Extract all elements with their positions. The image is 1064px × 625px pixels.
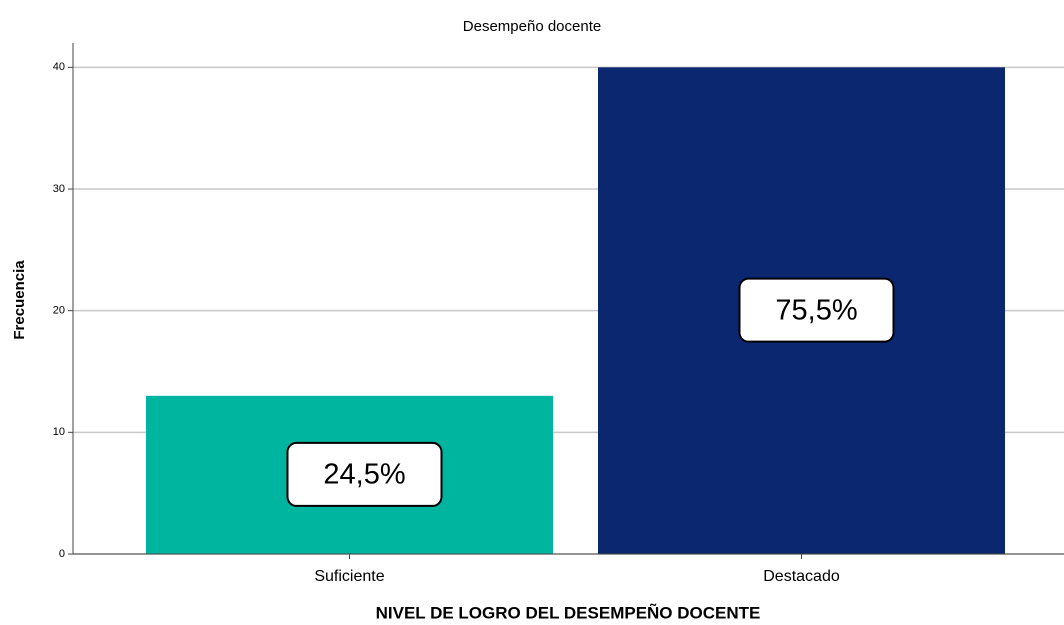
percentage-box — [286, 441, 443, 507]
y-tick-label: 30 — [53, 183, 65, 195]
x-axis-title: NIVEL DE LOGRO DEL DESEMPEÑO DOCENTE — [376, 602, 761, 622]
percentage-label: 24,5% — [323, 459, 405, 491]
y-tick-label: 20 — [53, 305, 65, 317]
x-tick-label: Destacado — [763, 568, 840, 585]
chart-title: Desempeño docente — [463, 18, 601, 35]
percentage-box — [738, 277, 895, 343]
x-tick-label: Suficiente — [314, 568, 384, 585]
percentage-label: 75,5% — [775, 294, 857, 326]
y-tick-label: 10 — [53, 426, 65, 438]
y-tick-label: 0 — [59, 548, 65, 560]
y-axis-title: Frecuencia — [11, 260, 28, 340]
y-tick-label: 40 — [53, 61, 65, 73]
